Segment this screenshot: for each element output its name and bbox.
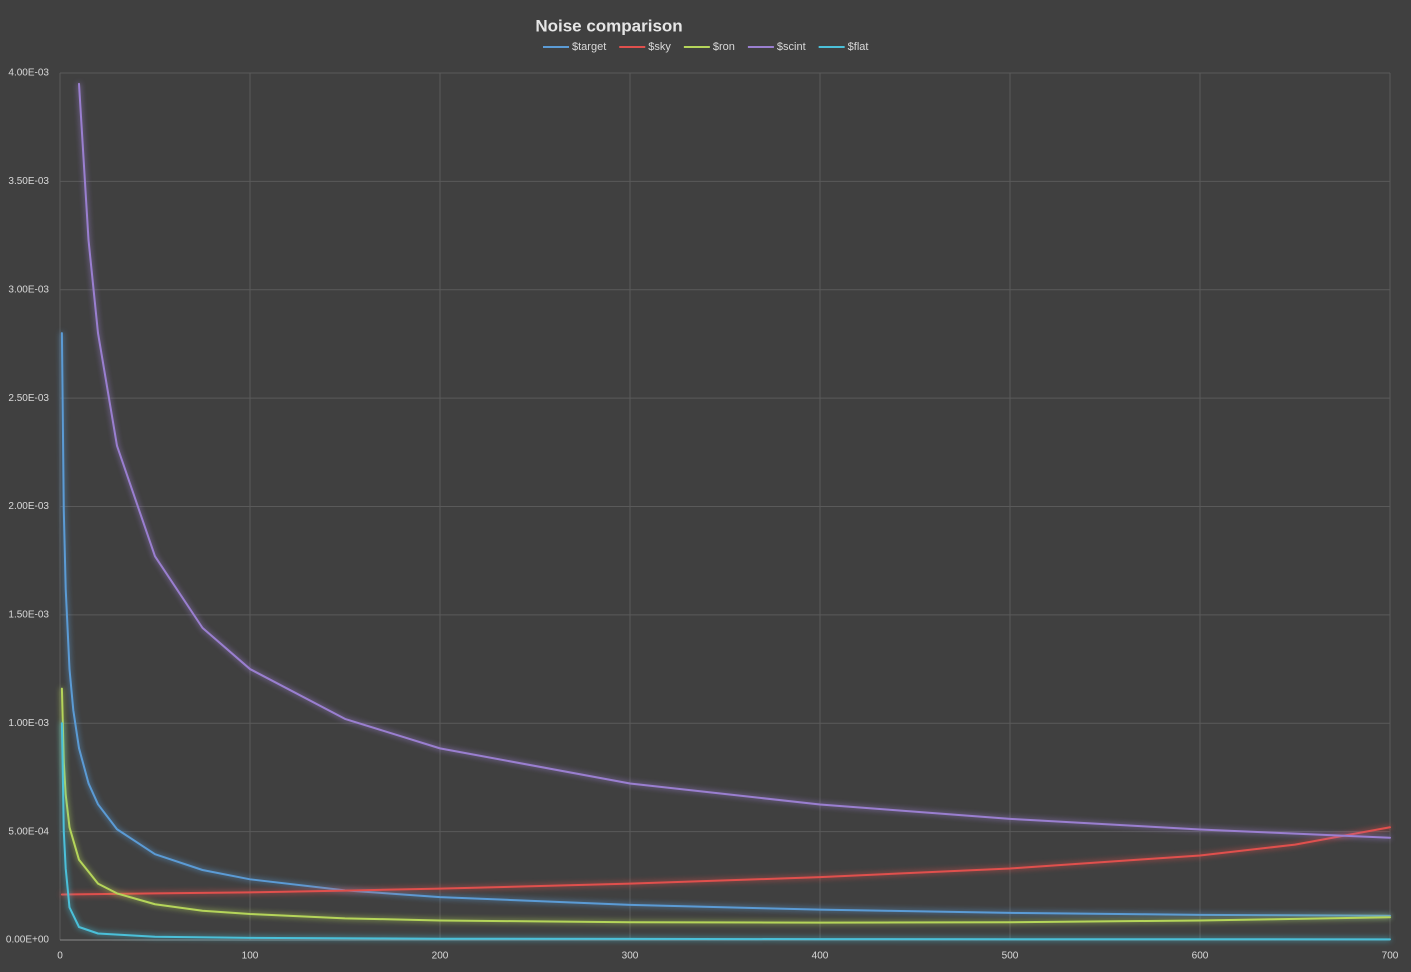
x-tick-label: 300 [622, 951, 639, 962]
legend: $target $sky $ron $scint $flat [543, 41, 868, 53]
x-tick-label: 500 [1002, 951, 1019, 962]
legend-label: $ron [713, 41, 735, 53]
y-tick-label: 1.50E-03 [8, 610, 49, 621]
series-line [60, 826, 1391, 896]
legend-label: $scint [777, 41, 806, 53]
legend-label: $flat [848, 41, 869, 53]
y-tick-label: 0.00E+00 [6, 935, 50, 946]
series-line [60, 687, 1391, 924]
y-tick-label: 3.50E-03 [8, 176, 49, 187]
y-tick-label: 3.00E-03 [8, 284, 49, 295]
legend-label: $sky [648, 41, 671, 53]
y-tick-label: 2.50E-03 [8, 393, 49, 404]
y-tick-label: 1.00E-03 [8, 718, 49, 729]
chart-title: Noise comparison [535, 16, 682, 35]
x-tick-label: 700 [1382, 951, 1399, 962]
x-tick-label: 600 [1192, 951, 1209, 962]
x-tick-label: 200 [432, 951, 449, 962]
y-tick-label: 5.00E-04 [8, 826, 49, 837]
legend-label: $target [572, 41, 606, 53]
grid: 0.00E+00 5.00E-04 1.00E-03 1.50E-03 2.00E-03… [6, 68, 1399, 962]
series-line [60, 722, 1391, 941]
x-tick-label: 100 [242, 951, 259, 962]
plot-lines [60, 82, 1391, 941]
y-tick-label: 2.00E-03 [8, 501, 49, 512]
y-tick-label: 4.00E-03 [8, 68, 49, 79]
series-line [60, 332, 1391, 917]
x-tick-label: 400 [812, 951, 829, 962]
series-line [78, 82, 1391, 839]
x-tick-label: 0 [57, 951, 63, 962]
